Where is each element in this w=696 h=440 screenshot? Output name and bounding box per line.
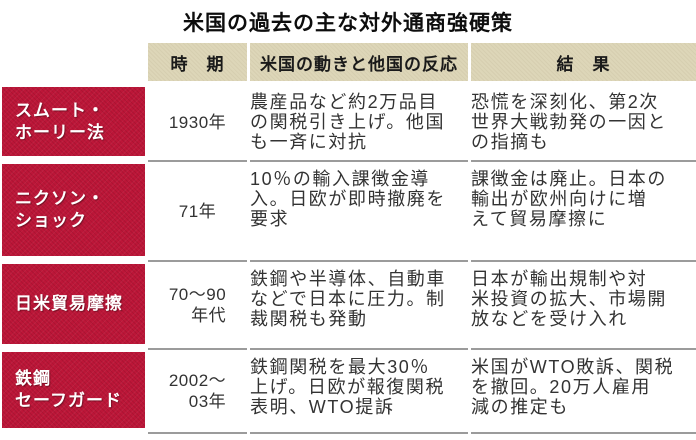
text-line: の指摘も <box>471 132 550 152</box>
trade-policy-table: 時 期 米国の動きと他国の反応 結 果 スムート・ ホーリー法 1930年 農産… <box>0 41 696 434</box>
label-line: 日米貿易摩擦 <box>15 294 123 313</box>
text-line: えて貿易摩擦に <box>471 209 608 229</box>
text-line: 農産品など約2万品目 <box>250 92 439 112</box>
action-cell: 鉄鋼関税を最大30％ 上げ。日欧が報復関税 表明、WTO提訴 <box>250 350 468 434</box>
period-line: 71年 <box>178 201 217 221</box>
label-line: ニクソン・ <box>15 189 105 208</box>
action-cell: 鉄鋼や半導体、自動車 などで日本に圧力。制 裁関税も発動 <box>250 262 468 350</box>
text-line: 鉄鋼や半導体、自動車 <box>250 269 446 289</box>
label-line: ホーリー法 <box>15 122 105 142</box>
text-line: 米国がWTO敗訴、関税 <box>471 357 675 377</box>
result-cell: 課徴金は廃止。日本の 輸出が欧州向けに増 えて貿易摩擦に <box>471 162 696 262</box>
text-line: も一斉に対抗 <box>250 132 368 152</box>
action-cell: 10％の輸入課徴金導 入。日欧が即時撤廃を 要求 <box>250 162 468 262</box>
period-cell: 2002～ 03年 <box>148 350 247 434</box>
result-cell: 日本が輸出規制や対 米投資の拡大、市場開 放などを受け入れ <box>471 262 696 350</box>
label-line: ショック <box>15 211 87 230</box>
text-line: の関税引き上げ。他国 <box>250 112 446 132</box>
text-line: 輸出が欧州向けに増 <box>471 189 648 209</box>
label-line: スムート・ <box>15 100 105 120</box>
action-cell: 農産品など約2万品目 の関税引き上げ。他国 も一斉に対抗 <box>250 85 468 162</box>
period-cell: 71年 <box>148 162 247 262</box>
row-label-japan-us-friction: 日米貿易摩擦 <box>2 264 145 344</box>
label-line: 鉄鋼 <box>15 369 51 388</box>
column-header-result: 結 果 <box>471 43 696 81</box>
row-label-smoot-hawley: スムート・ ホーリー法 <box>2 87 145 156</box>
text-line: 恐慌を深刻化、第2次 <box>471 92 660 112</box>
period-line: 1930年 <box>168 113 227 132</box>
text-line: 10％の輸入課徴金導 <box>250 169 431 189</box>
period-line: 03年 <box>188 392 227 411</box>
text-line: 課徴金は廃止。日本の <box>471 169 667 189</box>
period-line: 年代 <box>191 306 227 325</box>
text-line: 表明、WTO提訴 <box>250 397 395 417</box>
text-line: 裁関税も発動 <box>250 309 368 329</box>
row-label-nixon-shock: ニクソン・ ショック <box>2 164 145 256</box>
text-line: 減の推定も <box>471 397 569 417</box>
period-line: 2002～ <box>168 371 227 390</box>
result-cell: 米国がWTO敗訴、関税 を撤回。20万人雇用 減の推定も <box>471 350 696 434</box>
period-cell: 1930年 <box>148 85 247 162</box>
text-line: 要求 <box>250 209 290 229</box>
column-header-period: 時 期 <box>148 43 247 81</box>
text-line: 米投資の拡大、市場開 <box>471 289 667 309</box>
text-line: を撤回。20万人雇用 <box>471 377 652 397</box>
text-line: 放などを受け入れ <box>471 309 628 329</box>
page-title: 米国の過去の主な対外通商強硬策 <box>183 12 513 35</box>
header-spacer <box>2 41 145 85</box>
period-cell: 70～90 年代 <box>148 262 247 350</box>
column-header-action: 米国の動きと他国の反応 <box>250 43 468 81</box>
text-line: 日本が輸出規制や対 <box>471 269 648 289</box>
text-line: 上げ。日欧が報復関税 <box>250 377 446 397</box>
text-line: などで日本に圧力。制 <box>250 289 446 309</box>
text-line: 入。日欧が即時撤廃を <box>250 189 446 209</box>
label-line: セーフガード <box>15 391 122 410</box>
text-line: 鉄鋼関税を最大30％ <box>250 357 431 377</box>
period-line: 70～90 <box>168 285 227 304</box>
row-label-steel-safeguard: 鉄鋼 セーフガード <box>2 352 145 428</box>
result-cell: 恐慌を深刻化、第2次 世界大戦勃発の一因と の指摘も <box>471 85 696 162</box>
text-line: 世界大戦勃発の一因と <box>471 112 667 132</box>
